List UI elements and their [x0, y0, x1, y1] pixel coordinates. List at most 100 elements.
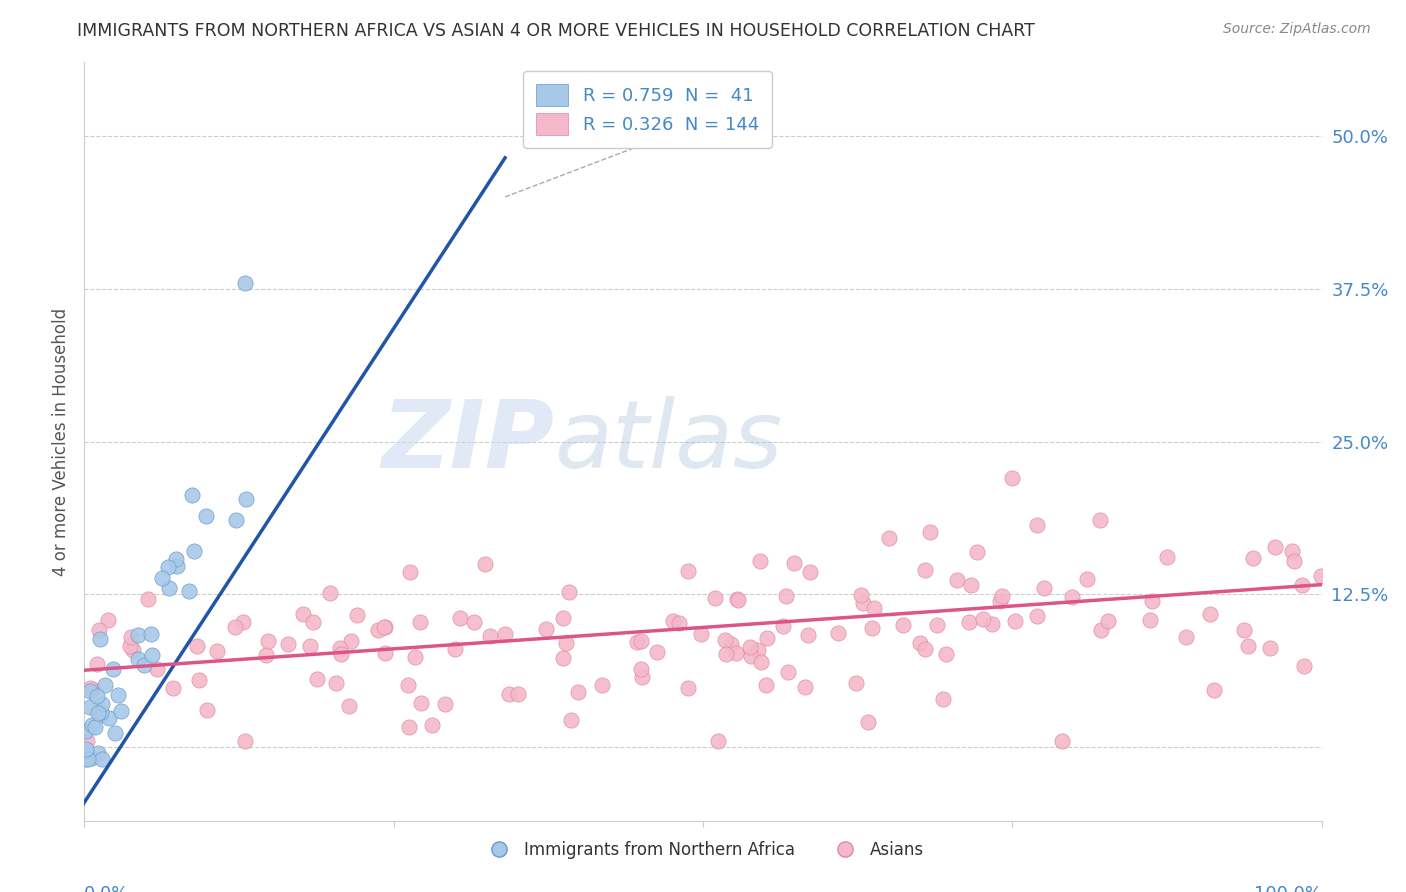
Point — [97, 613, 120, 627]
Point — [337, 698, 360, 713]
Point — [990, 590, 1012, 604]
Point — [152, 571, 174, 585]
Text: ZIP: ZIP — [381, 395, 554, 488]
Point — [374, 620, 396, 634]
Point — [626, 635, 648, 649]
Point — [553, 651, 575, 665]
Point — [1281, 544, 1303, 558]
Point — [463, 615, 485, 630]
Point — [98, 711, 121, 725]
Point — [794, 681, 817, 695]
Point — [891, 618, 914, 632]
Point — [76, 734, 98, 748]
Point — [797, 628, 820, 642]
Point — [1202, 682, 1225, 697]
Point — [1088, 512, 1111, 526]
Point — [704, 591, 727, 605]
Point — [146, 662, 169, 676]
Point — [494, 627, 516, 641]
Point — [420, 717, 443, 731]
Point — [1140, 593, 1163, 607]
Point — [396, 678, 419, 692]
Point — [86, 690, 108, 704]
Point — [725, 592, 748, 607]
Point — [799, 565, 821, 579]
Point — [560, 713, 582, 727]
Text: 100.0%: 100.0% — [1254, 885, 1322, 892]
Text: atlas: atlas — [554, 396, 783, 487]
Point — [778, 665, 800, 679]
Point — [127, 628, 149, 642]
Point — [925, 617, 948, 632]
Point — [852, 596, 875, 610]
Point — [411, 697, 433, 711]
Point — [714, 633, 737, 648]
Point — [299, 639, 322, 653]
Point — [339, 634, 361, 648]
Point — [668, 615, 690, 630]
Point — [91, 697, 114, 711]
Point — [398, 566, 420, 580]
Point — [567, 685, 589, 699]
Point — [232, 615, 254, 629]
Point — [121, 642, 143, 657]
Point — [988, 594, 1011, 608]
Point — [305, 672, 328, 686]
Point — [104, 726, 127, 740]
Point — [914, 563, 936, 577]
Point — [931, 692, 953, 706]
Point — [80, 751, 103, 765]
Point — [534, 622, 557, 636]
Point — [1292, 659, 1315, 673]
Point — [1199, 607, 1222, 622]
Point — [591, 678, 613, 692]
Point — [75, 747, 97, 762]
Point — [433, 698, 456, 712]
Point — [367, 623, 389, 637]
Point — [195, 509, 218, 524]
Point — [474, 558, 496, 572]
Point — [1097, 614, 1119, 628]
Point — [1076, 572, 1098, 586]
Point — [398, 720, 420, 734]
Point — [141, 648, 163, 663]
Point — [87, 747, 110, 761]
Point — [292, 607, 315, 621]
Point — [404, 649, 426, 664]
Point — [508, 687, 530, 701]
Point — [740, 649, 762, 664]
Point — [183, 543, 205, 558]
Point — [959, 578, 981, 592]
Point — [1233, 623, 1256, 637]
Point — [676, 681, 699, 696]
Point — [1090, 623, 1112, 637]
Point — [107, 688, 129, 702]
Point — [1237, 639, 1260, 653]
Point — [139, 627, 162, 641]
Point — [678, 565, 700, 579]
Point — [132, 658, 155, 673]
Point — [157, 582, 180, 596]
Point — [772, 619, 794, 633]
Point — [1139, 613, 1161, 627]
Point — [1291, 578, 1313, 592]
Point — [86, 657, 108, 671]
Point — [409, 615, 432, 629]
Point — [1260, 641, 1282, 656]
Point — [863, 600, 886, 615]
Point — [1050, 734, 1073, 748]
Point — [1026, 518, 1049, 533]
Point — [751, 655, 773, 669]
Point — [90, 752, 112, 766]
Point — [957, 615, 980, 629]
Point — [75, 752, 97, 766]
Point — [330, 647, 353, 661]
Point — [87, 706, 110, 720]
Point — [755, 631, 778, 645]
Point — [346, 608, 368, 623]
Point — [138, 591, 160, 606]
Point — [157, 560, 180, 574]
Point — [89, 707, 111, 722]
Point — [498, 687, 520, 701]
Legend: Immigrants from Northern Africa, Asians: Immigrants from Northern Africa, Asians — [475, 834, 931, 865]
